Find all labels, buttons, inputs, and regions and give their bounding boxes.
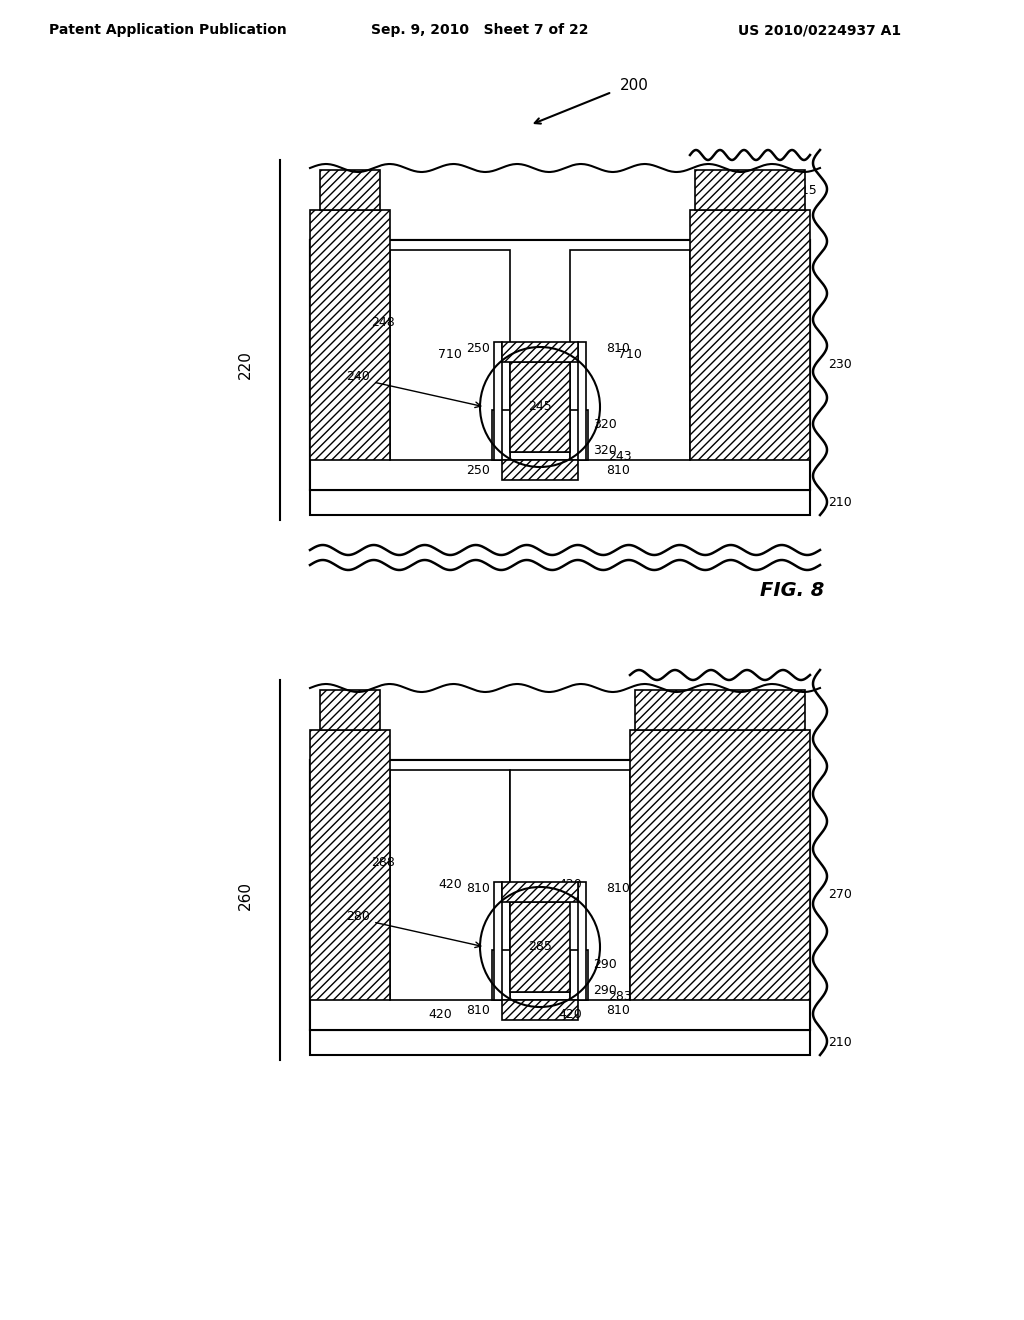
Text: 283: 283 bbox=[608, 990, 632, 1002]
Bar bbox=[502, 882, 578, 902]
Bar bbox=[319, 690, 380, 730]
Bar bbox=[635, 690, 805, 730]
Text: 420: 420 bbox=[558, 879, 582, 891]
Text: 200: 200 bbox=[620, 78, 649, 92]
Bar bbox=[494, 882, 502, 1001]
Text: 210: 210 bbox=[828, 495, 852, 508]
Text: 215: 215 bbox=[709, 709, 732, 722]
Text: 248: 248 bbox=[372, 315, 395, 329]
Bar bbox=[492, 411, 510, 459]
Bar bbox=[690, 210, 810, 459]
Text: 260: 260 bbox=[238, 880, 253, 909]
Text: 250: 250 bbox=[466, 342, 490, 355]
Bar bbox=[510, 451, 570, 459]
Bar bbox=[510, 902, 570, 993]
Bar bbox=[310, 730, 390, 1001]
Text: 240: 240 bbox=[346, 371, 370, 384]
Bar bbox=[570, 411, 588, 459]
Text: US 2010/0224937 A1: US 2010/0224937 A1 bbox=[738, 22, 901, 37]
Text: 210: 210 bbox=[828, 1035, 852, 1048]
Text: 420: 420 bbox=[558, 1008, 582, 1022]
Text: 290: 290 bbox=[593, 958, 616, 972]
Bar bbox=[310, 760, 810, 1030]
Bar bbox=[570, 950, 588, 1001]
Bar bbox=[510, 770, 630, 1001]
Text: 280: 280 bbox=[346, 911, 370, 924]
Text: 320: 320 bbox=[593, 418, 616, 432]
Text: 710: 710 bbox=[618, 348, 642, 362]
Bar bbox=[510, 993, 570, 1001]
Text: 420: 420 bbox=[438, 879, 462, 891]
Text: 215: 215 bbox=[794, 183, 817, 197]
Text: Patent Application Publication: Patent Application Publication bbox=[49, 22, 287, 37]
Bar bbox=[310, 240, 810, 490]
Bar bbox=[502, 342, 578, 362]
Bar bbox=[310, 210, 390, 459]
Text: 420: 420 bbox=[428, 1008, 452, 1022]
Bar bbox=[570, 249, 690, 459]
Text: 810: 810 bbox=[606, 463, 630, 477]
Bar bbox=[578, 882, 586, 1001]
Text: 215: 215 bbox=[338, 183, 361, 197]
Text: 710: 710 bbox=[438, 348, 462, 362]
Text: Sep. 9, 2010   Sheet 7 of 22: Sep. 9, 2010 Sheet 7 of 22 bbox=[372, 22, 589, 37]
Bar bbox=[319, 170, 380, 210]
Text: 810: 810 bbox=[606, 883, 630, 895]
Bar bbox=[310, 1030, 810, 1055]
Text: 245: 245 bbox=[528, 400, 552, 413]
Bar bbox=[310, 760, 810, 1030]
Text: 270: 270 bbox=[828, 888, 852, 902]
Text: 288: 288 bbox=[371, 855, 395, 869]
Bar bbox=[492, 950, 510, 1001]
Bar bbox=[502, 459, 578, 480]
Text: 250: 250 bbox=[466, 463, 490, 477]
Text: 243: 243 bbox=[608, 450, 632, 462]
Bar bbox=[502, 1001, 578, 1020]
Bar bbox=[578, 342, 586, 459]
Text: 810: 810 bbox=[466, 883, 490, 895]
Text: 810: 810 bbox=[466, 1003, 490, 1016]
Text: 810: 810 bbox=[606, 342, 630, 355]
Bar bbox=[695, 170, 805, 210]
Bar bbox=[390, 770, 510, 1001]
Text: 215: 215 bbox=[338, 709, 361, 722]
Bar bbox=[510, 362, 570, 451]
Text: 290: 290 bbox=[593, 983, 616, 997]
Text: FIG. 8: FIG. 8 bbox=[760, 581, 824, 599]
Text: 320: 320 bbox=[593, 444, 616, 457]
Text: 230: 230 bbox=[828, 359, 852, 371]
Text: 810: 810 bbox=[606, 1003, 630, 1016]
Bar bbox=[494, 342, 502, 459]
Text: 220: 220 bbox=[238, 351, 253, 379]
Bar bbox=[310, 490, 810, 515]
Text: 285: 285 bbox=[528, 940, 552, 953]
Bar bbox=[630, 730, 810, 1001]
Bar bbox=[310, 240, 810, 490]
Bar bbox=[390, 249, 510, 459]
